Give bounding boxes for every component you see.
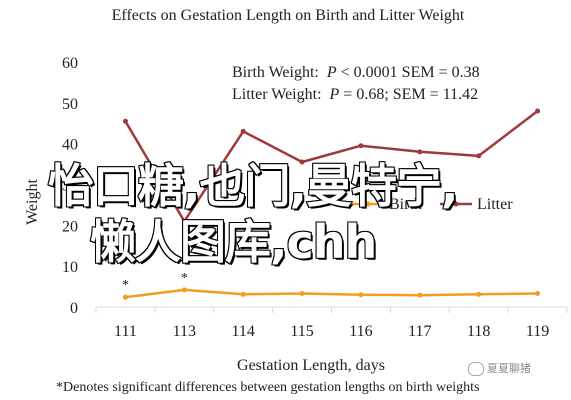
chart-title: Effects on Gestation Length on Birth and…	[112, 7, 465, 24]
x-tick-label: 114	[231, 323, 254, 340]
x-tick-label: 113	[173, 323, 196, 340]
data-point-litter	[299, 159, 305, 165]
y-tick-label: 50	[62, 96, 78, 113]
data-point-litter	[417, 149, 423, 155]
stat-birth-weight: Birth Weight: P < 0.0001 SEM = 0.38	[232, 64, 480, 81]
data-point-birth	[535, 291, 541, 297]
data-point-litter	[122, 118, 128, 124]
x-tick-label: 116	[349, 323, 372, 340]
watermark-text: 夏夏聊猪	[487, 362, 531, 375]
data-point-birth	[417, 292, 423, 298]
data-point-birth	[240, 291, 246, 297]
x-axis-label: Gestation Length, days	[237, 357, 385, 374]
legend-birth-label: Birth	[389, 196, 422, 213]
x-tick-label: 111	[114, 323, 137, 340]
series-line-litter	[124, 110, 539, 223]
data-point-birth	[476, 291, 482, 297]
significance-marks: * *	[122, 271, 188, 293]
overlay-text-line-1: 怡口糖,也门,曼特宁,	[47, 158, 459, 214]
chat-bubble-icon	[468, 362, 484, 376]
x-tick-label: 115	[290, 323, 313, 340]
stats-annotation: Birth Weight: P < 0.0001 SEM = 0.38 Litt…	[232, 64, 480, 103]
x-tick-label: 118	[467, 323, 490, 340]
stat-litter-rest: = 0.68; SEM = 11.42	[343, 86, 478, 103]
footnote: *Denotes significant differences between…	[56, 380, 480, 395]
significance-asterisk: *	[181, 271, 188, 286]
y-tick-label: 0	[70, 300, 78, 317]
data-point-litter	[358, 143, 364, 149]
data-point-birth	[122, 294, 128, 300]
legend: Birth Litter	[352, 196, 513, 213]
data-point-litter	[240, 128, 246, 134]
legend-litter-marker	[453, 201, 459, 207]
y-tick-label: 30	[62, 178, 78, 195]
stat-litter-weight: Litter Weight: P = 0.68; SEM = 11.42	[232, 86, 478, 103]
y-axis: 0 10 20 30 40 50 60	[62, 55, 78, 317]
stat-birth-label: Birth Weight:	[232, 64, 319, 81]
data-point-birth	[181, 287, 187, 293]
stat-litter-p: P	[329, 86, 340, 103]
data-point-litter	[476, 153, 482, 159]
y-tick-label: 40	[62, 137, 78, 154]
overlay-text-line-2: 懒人图库,chh	[89, 214, 378, 270]
data-point-birth	[299, 291, 305, 297]
x-tick-label: 117	[408, 323, 431, 340]
series-line-birth	[125, 288, 538, 299]
y-axis-label: Weight	[24, 179, 41, 225]
stat-birth-p: P	[326, 64, 337, 81]
data-point-litter	[181, 218, 187, 224]
legend-litter-label: Litter	[477, 196, 513, 213]
stat-birth-rest: < 0.0001 SEM = 0.38	[341, 64, 480, 81]
series-layer	[122, 108, 541, 300]
data-point-litter	[535, 108, 541, 114]
data-point-birth	[358, 292, 364, 298]
y-tick-label: 60	[62, 55, 78, 72]
legend-birth-marker	[365, 201, 371, 207]
significance-asterisk: *	[122, 278, 129, 293]
x-tick-label: 119	[526, 323, 549, 340]
y-tick-label: 10	[62, 259, 78, 276]
y-tick-label: 20	[62, 218, 78, 235]
watermark: 夏夏聊猪	[468, 360, 531, 376]
x-axis: 111 113 114 115 116 117 118 119	[95, 306, 568, 340]
stat-litter-label: Litter Weight:	[232, 86, 322, 103]
